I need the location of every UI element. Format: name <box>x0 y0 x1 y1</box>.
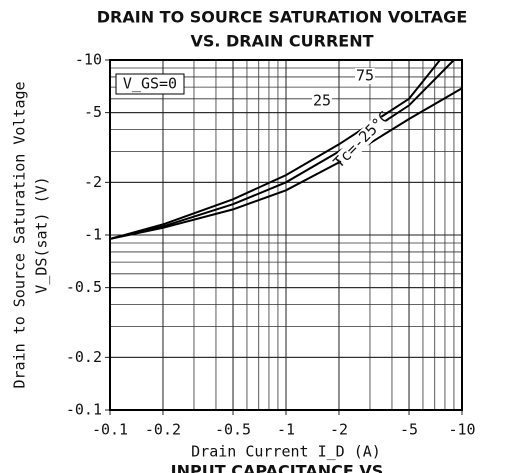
x-tick-label: -0.1 <box>92 421 128 439</box>
curve-label: 75 <box>356 67 374 85</box>
y-tick-label: -0.5 <box>66 278 102 296</box>
y-tick-label: -0.1 <box>66 401 102 419</box>
y-axis-label-unit: V_DS(sat) (V) <box>33 176 51 293</box>
curve <box>109 59 441 240</box>
label-bg <box>312 93 332 109</box>
annotation: V_GS=0 <box>123 75 177 93</box>
x-tick-label: -5 <box>400 421 418 439</box>
y-tick-label: -1 <box>84 226 102 244</box>
x-axis-label: Drain Current I_D (A) <box>191 443 381 461</box>
footer-text: INPUT CAPACITANCE VS. <box>171 462 390 473</box>
annotation-box <box>115 73 185 95</box>
x-tick-label: -0.2 <box>145 421 181 439</box>
y-axis-label: Drain to Source Saturation Voltage <box>11 81 29 388</box>
y-tick-label: -0.2 <box>66 348 102 366</box>
label-bg <box>335 113 389 167</box>
chart-subtitle: VS. DRAIN CURRENT <box>190 32 373 51</box>
curve <box>109 59 455 240</box>
y-tick-label: -5 <box>84 103 102 121</box>
x-tick-label: -1 <box>277 421 295 439</box>
curve-label: 25 <box>313 92 331 110</box>
x-tick-label: -2 <box>330 421 348 439</box>
y-tick-label: -10 <box>75 51 102 69</box>
curve <box>109 87 463 240</box>
label-bg <box>355 68 375 84</box>
plot-frame <box>109 59 463 411</box>
y-tick-label: -2 <box>84 173 102 191</box>
x-tick-label: -10 <box>448 421 475 439</box>
x-tick-label: -0.5 <box>215 421 251 439</box>
chart-title: DRAIN TO SOURCE SATURATION VOLTAGE <box>97 8 468 27</box>
